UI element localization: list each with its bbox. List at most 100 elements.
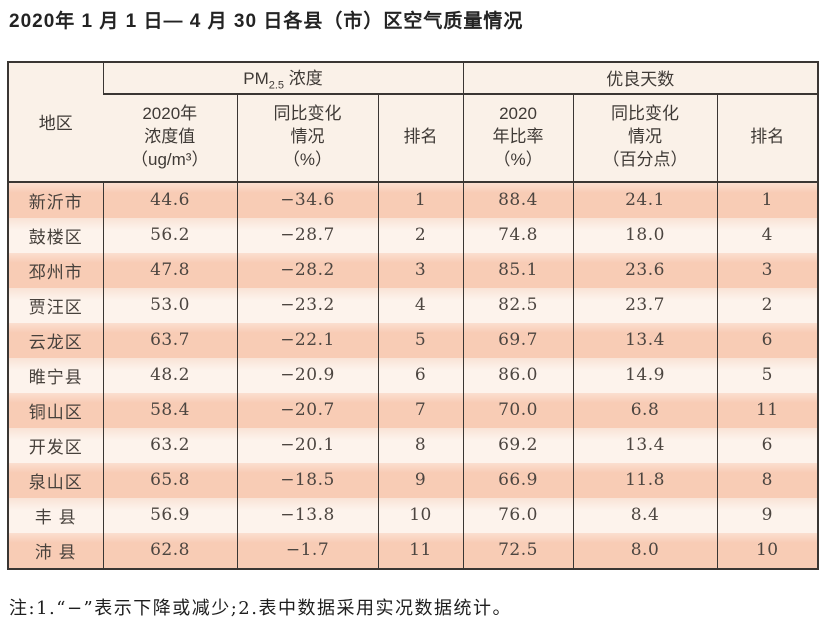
cell-days-rank: 8 — [716, 462, 819, 498]
header-line: 2020年 — [142, 104, 198, 124]
cell-days-rank: 2 — [716, 287, 819, 323]
cell-days-rate: 69.2 — [462, 427, 574, 463]
cell-days-change: 13.4 — [572, 322, 718, 358]
cell-pm-value: 65.8 — [102, 462, 237, 498]
cell-days-rank: 1 — [716, 181, 819, 218]
cell-days-rate: 72.5 — [462, 532, 574, 569]
cell-days-rate: 85.1 — [462, 252, 574, 288]
cell-days-change: 11.8 — [572, 462, 718, 498]
cell-region: 沛 县 — [8, 532, 103, 569]
cell-region: 云龙区 — [8, 322, 103, 358]
cell-pm-change: −13.8 — [236, 497, 378, 533]
cell-pm-change: −18.5 — [236, 462, 378, 498]
header-line: 情况 — [628, 127, 663, 147]
cell-days-rank: 6 — [716, 427, 819, 463]
cell-pm-rank: 1 — [377, 181, 464, 218]
cell-pm-rank: 3 — [377, 252, 464, 288]
cell-pm-rank: 8 — [377, 427, 464, 463]
cell-days-change: 18.0 — [572, 217, 718, 253]
air-quality-table: 地区 PM2.5 浓度 优良天数 2020年 浓度值 （ug/m³） 同比变化 … — [7, 60, 820, 570]
cell-pm-rank: 11 — [377, 532, 464, 569]
cell-days-change: 24.1 — [572, 181, 718, 218]
cell-days-change: 8.0 — [572, 532, 718, 569]
cell-pm-rank: 10 — [377, 497, 464, 533]
table-row: 云龙区 63.7 −22.1 5 69.7 13.4 6 — [8, 322, 819, 358]
cell-days-rank: 9 — [716, 497, 819, 533]
pm-label-prefix: PM — [243, 68, 269, 88]
header-line: （ug/m³） — [131, 150, 209, 170]
header-days-change: 同比变化 情况 （百分点） — [572, 93, 718, 183]
cell-days-change: 6.8 — [572, 392, 718, 428]
cell-pm-rank: 4 — [377, 287, 464, 323]
cell-days-change: 14.9 — [572, 357, 718, 393]
cell-days-rate: 69.7 — [462, 322, 574, 358]
cell-region: 铜山区 — [8, 392, 103, 428]
cell-pm-change: −28.7 — [236, 217, 378, 253]
table-row: 睢宁县 48.2 −20.9 6 86.0 14.9 5 — [8, 357, 819, 393]
cell-days-rate: 76.0 — [462, 497, 574, 533]
cell-pm-change: −23.2 — [236, 287, 378, 323]
cell-days-rate: 88.4 — [462, 181, 574, 218]
cell-pm-value: 48.2 — [102, 357, 237, 393]
cell-region: 贾汪区 — [8, 287, 103, 323]
table-row: 开发区 63.2 −20.1 8 69.2 13.4 6 — [8, 427, 819, 463]
cell-pm-value: 62.8 — [102, 532, 237, 569]
table-row: 铜山区 58.4 −20.7 7 70.0 6.8 11 — [8, 392, 819, 428]
cell-pm-change: −22.1 — [236, 322, 378, 358]
cell-pm-change: −20.9 — [236, 357, 378, 393]
table-row: 丰 县 56.9 −13.8 10 76.0 8.4 9 — [8, 497, 819, 533]
header-pm-value: 2020年 浓度值 （ug/m³） — [103, 93, 237, 183]
header-days-rank: 排名 — [716, 93, 819, 183]
cell-pm-rank: 5 — [377, 322, 464, 358]
cell-region: 邳州市 — [8, 252, 103, 288]
header-line: （%） — [282, 150, 333, 170]
cell-days-change: 8.4 — [572, 497, 718, 533]
cell-days-change: 13.4 — [572, 427, 718, 463]
cell-pm-value: 44.6 — [102, 181, 237, 218]
header-region: 地区 — [8, 61, 103, 183]
header-line: 情况 — [290, 127, 325, 147]
cell-days-rate: 66.9 — [462, 462, 574, 498]
cell-pm-value: 56.2 — [102, 217, 237, 253]
cell-pm-change: −20.1 — [236, 427, 378, 463]
cell-days-rate: 86.0 — [462, 357, 574, 393]
header-pm-change: 同比变化 情况 （%） — [236, 93, 378, 183]
cell-pm-rank: 6 — [377, 357, 464, 393]
page-title: 2020年 1 月 1 日— 4 月 30 日各县（市）区空气质量情况 — [9, 11, 524, 32]
pm-label-subscript: 2.5 — [268, 79, 285, 92]
cell-pm-change: −34.6 — [236, 181, 378, 218]
header-days-rate: 2020 年比率 （%） — [462, 93, 574, 183]
cell-region: 睢宁县 — [8, 357, 103, 393]
cell-days-rank: 11 — [716, 392, 819, 428]
header-line: （%） — [493, 150, 543, 170]
cell-pm-value: 58.4 — [102, 392, 237, 428]
header-line: 排名 — [403, 127, 438, 147]
cell-days-change: 23.6 — [572, 252, 718, 288]
cell-days-rate: 70.0 — [462, 392, 574, 428]
table-row: 泉山区 65.8 −18.5 9 66.9 11.8 8 — [8, 462, 819, 498]
header-line: 同比变化 — [273, 104, 342, 124]
header-line: 2020 — [499, 104, 537, 124]
cell-days-rank: 3 — [716, 252, 819, 288]
table-row: 邳州市 47.8 −28.2 3 85.1 23.6 3 — [8, 252, 819, 288]
cell-region: 开发区 — [8, 427, 103, 463]
cell-region: 丰 县 — [8, 497, 103, 533]
cell-pm-value: 47.8 — [102, 252, 237, 288]
table-row: 贾汪区 53.0 −23.2 4 82.5 23.7 2 — [8, 287, 819, 323]
header-line: 浓度值 — [144, 127, 196, 147]
cell-pm-change: −20.7 — [236, 392, 378, 428]
header-group-good-days: 优良天数 — [462, 61, 819, 95]
cell-days-rank: 6 — [716, 322, 819, 358]
header-group-row: 地区 PM2.5 浓度 优良天数 — [8, 61, 819, 183]
header-line: 排名 — [750, 127, 785, 147]
cell-days-rank: 5 — [716, 357, 819, 393]
cell-pm-value: 53.0 — [102, 287, 237, 323]
table-row: 新沂市 44.6 −34.6 1 88.4 24.1 1 — [8, 181, 819, 218]
cell-pm-change: −28.2 — [236, 252, 378, 288]
cell-pm-value: 63.7 — [102, 322, 237, 358]
header-line: 年比率 — [492, 127, 544, 147]
cell-days-change: 23.7 — [572, 287, 718, 323]
table-row: 鼓楼区 56.2 −28.7 2 74.8 18.0 4 — [8, 217, 819, 253]
header-sub-row: 2020年 浓度值 （ug/m³） 同比变化 情况 （%） 排名 2020 年比… — [8, 93, 819, 183]
